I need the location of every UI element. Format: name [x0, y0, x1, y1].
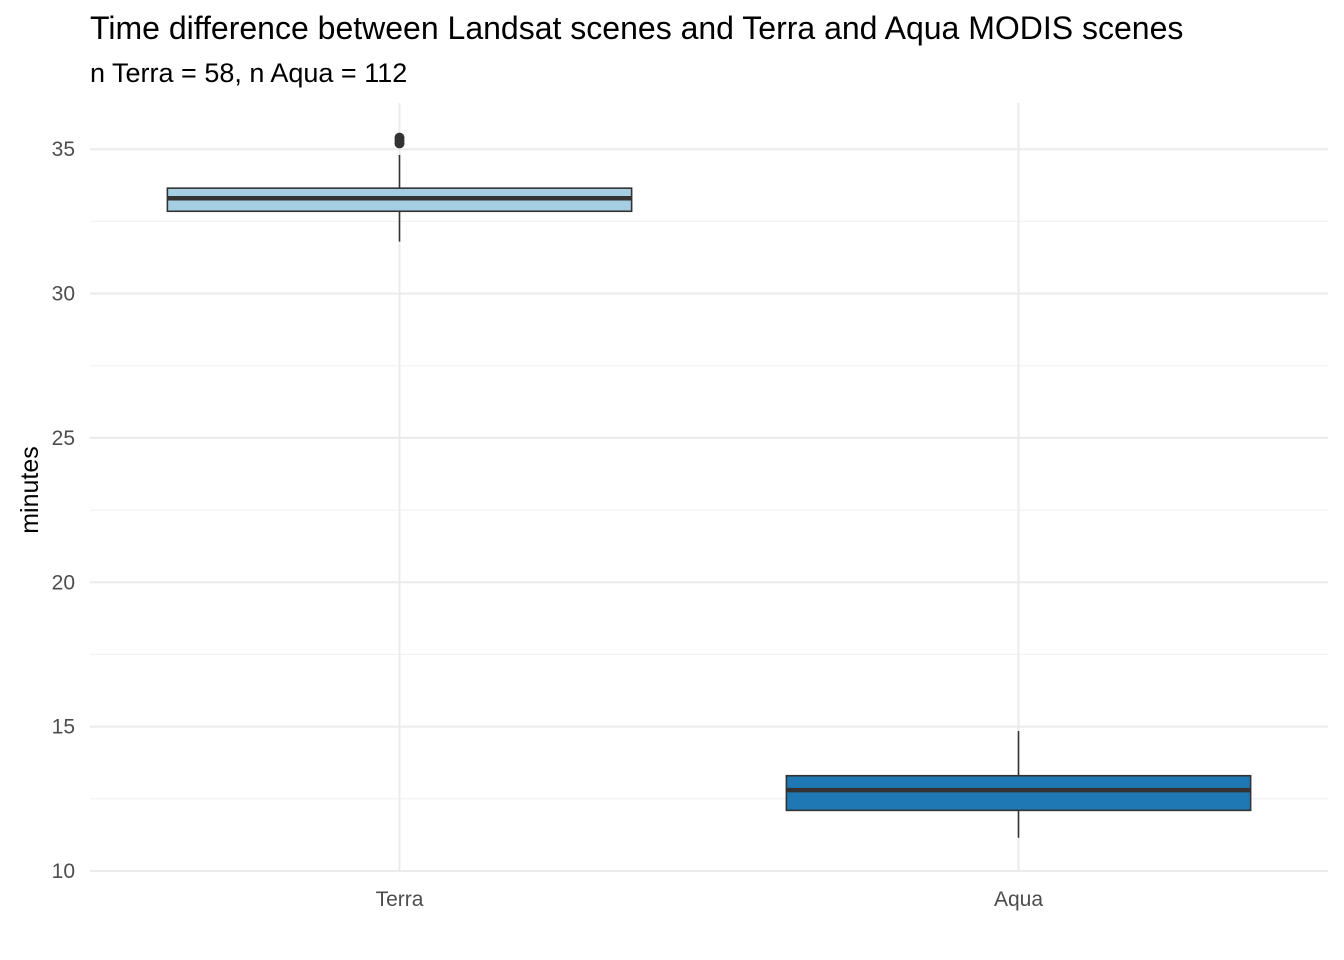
x-tick-label: Aqua	[994, 888, 1043, 911]
y-tick-label: 30	[52, 283, 75, 306]
outlier-point	[394, 132, 405, 143]
y-tick-label: 25	[52, 427, 75, 450]
box-series	[166, 132, 1252, 838]
y-tick-label: 15	[52, 716, 75, 739]
y-axis-label: minutes	[16, 446, 44, 534]
y-tick-label: 10	[52, 860, 75, 883]
grid-lines	[90, 103, 1328, 872]
chart-title: Time difference between Landsat scenes a…	[90, 10, 1184, 46]
box	[785, 774, 1252, 812]
y-tick-label: 35	[52, 138, 75, 161]
chart-subtitle: n Terra = 58, n Aqua = 112	[90, 58, 408, 88]
x-tick-label: Terra	[376, 888, 424, 911]
axis-ticks: 10 15 20 25 30 35 Terra Aqua	[52, 138, 1044, 911]
y-tick-label: 20	[52, 571, 75, 594]
